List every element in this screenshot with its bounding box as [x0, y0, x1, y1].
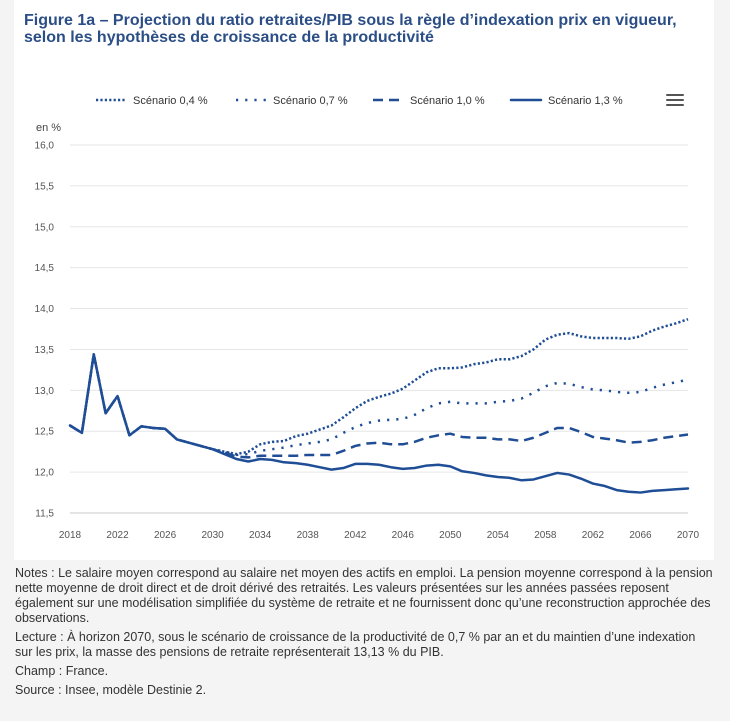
y-tick-label: 14,5	[35, 263, 55, 274]
series-line	[69, 353, 689, 459]
chart-card: Figure 1a – Projection du ratio retraite…	[14, 0, 714, 560]
legend-label: Scénario 1,0 %	[410, 95, 485, 107]
x-tick-label: 2034	[249, 530, 272, 541]
y-tick-label: 12,5	[35, 427, 55, 438]
x-tick-label: 2058	[534, 530, 557, 541]
y-tick-label: 14,0	[35, 304, 55, 315]
x-tick-label: 2070	[677, 530, 700, 541]
x-tick-label: 2022	[106, 530, 129, 541]
y-tick-label: 15,0	[35, 222, 55, 233]
series-line	[69, 318, 689, 456]
x-tick-label: 2050	[439, 530, 462, 541]
menu-icon-bar	[666, 94, 684, 96]
legend-label: Scénario 0,7 %	[273, 95, 348, 107]
x-tick-label: 2054	[487, 530, 510, 541]
x-tick-label: 2018	[59, 530, 82, 541]
x-tick-label: 2038	[297, 530, 320, 541]
menu-icon[interactable]	[666, 94, 684, 108]
x-tick-label: 2030	[201, 530, 224, 541]
x-tick-label: 2042	[344, 530, 367, 541]
x-tick-label: 2066	[629, 530, 652, 541]
x-tick-label: 2026	[154, 530, 177, 541]
champ-text: Champ : France.	[15, 664, 109, 678]
lecture-text: Lecture : À horizon 2070, sous le scénar…	[15, 630, 696, 659]
legend-label: Scénario 0,4 %	[133, 95, 208, 107]
y-axis-label: en %	[36, 122, 61, 134]
y-tick-label: 13,5	[35, 345, 55, 356]
y-tick-label: 15,5	[35, 181, 55, 192]
line-chart: 11,5 12,0 12,5 13,0 13,5 14,0 14,5 15,0 15,5 16,0…	[35, 95, 700, 541]
menu-icon-bar	[666, 99, 684, 101]
y-tick-label: 13,0	[35, 386, 55, 397]
source-text: Source : Insee, modèle Destinie 2.	[15, 683, 207, 697]
x-tick-label: 2046	[392, 530, 415, 541]
y-tick-label: 12,0	[35, 468, 55, 479]
legend-label: Scénario 1,3 %	[548, 95, 623, 107]
chart-title: Figure 1a – Projection du ratio retraite…	[24, 12, 677, 46]
y-tick-label: 11,5	[35, 509, 54, 520]
series-line	[68, 353, 690, 494]
menu-icon-bar	[666, 104, 684, 106]
x-tick-label: 2062	[582, 530, 605, 541]
notes-text: Notes : Le salaire moyen correspond au s…	[15, 566, 713, 625]
notes-section: Notes : Le salaire moyen correspond au s…	[15, 566, 715, 702]
y-tick-label: 16,0	[35, 141, 55, 152]
series-line	[69, 353, 689, 457]
